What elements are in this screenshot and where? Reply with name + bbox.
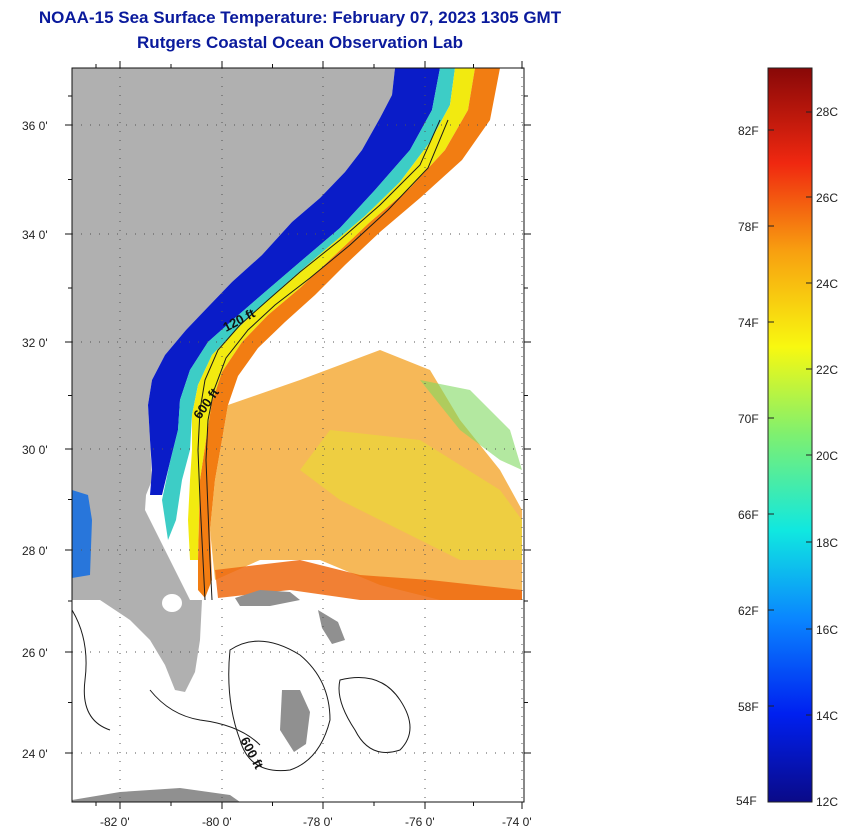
lat-label: 28 0'	[22, 544, 48, 558]
colorbar-gradient	[767, 67, 813, 803]
celsius-labels: 28C 26C 24C 22C 20C 18C 16C 14C 12C	[816, 105, 838, 809]
lat-label: 36 0'	[22, 119, 48, 133]
colorbar-c-label: 12C	[816, 795, 838, 809]
grand-bahama	[235, 590, 300, 606]
colorbar-f-label: 82F	[738, 124, 759, 138]
fahrenheit-labels: 82F 78F 74F 70F 66F 62F 58F 54F	[736, 124, 759, 808]
colorbar-f-label: 58F	[738, 700, 759, 714]
latitude-labels: 36 0' 34 0' 32 0' 30 0' 28 0' 26 0' 24 0…	[22, 119, 48, 761]
mid-band	[162, 68, 455, 540]
map-title: NOAA-15 Sea Surface Temperature: Februar…	[38, 8, 562, 27]
gulf-stream-core	[198, 68, 500, 598]
colorbar-c-label: 22C	[816, 363, 838, 377]
lat-label: 30 0'	[22, 443, 48, 457]
colorbar-c-label: 18C	[816, 536, 838, 550]
colorbar-f-label: 54F	[736, 794, 757, 808]
abaco-island	[318, 610, 345, 644]
contour-120ft	[197, 119, 441, 601]
lon-label: -82 0'	[100, 815, 130, 829]
longitude-labels: -82 0' -80 0' -78 0' -76 0' -74 0'	[100, 815, 532, 829]
colorbar-c-label: 24C	[816, 277, 838, 291]
axis-ticks	[65, 61, 531, 809]
sst-map: 120 ft 600 ft 600 ft 36 0' 34 0' 32 0' 3…	[22, 61, 532, 829]
colorbar-f-label: 78F	[738, 220, 759, 234]
bahamas-contour-east	[338, 677, 411, 753]
offshore-yellow-patch	[300, 430, 522, 560]
bright-orange-band	[215, 560, 522, 610]
contour-600ft	[205, 119, 449, 601]
lat-label: 32 0'	[22, 336, 48, 350]
florida-keys-contour	[149, 689, 261, 746]
lon-label: -76 0'	[405, 815, 435, 829]
colorbar-c-label: 20C	[816, 449, 838, 463]
andros-island	[280, 690, 310, 752]
colorbar-f-label: 66F	[738, 508, 759, 522]
lake-okeechobee	[162, 594, 182, 612]
map-frame	[71, 67, 525, 803]
lon-label: -80 0'	[202, 815, 232, 829]
gulf-data-patch	[72, 490, 92, 578]
colorbar-c-label: 16C	[816, 623, 838, 637]
offshore-green-streak	[420, 380, 522, 470]
colorbar-c-label: 14C	[816, 709, 838, 723]
land-mass	[72, 68, 395, 695]
colorbar-f-label: 74F	[738, 316, 759, 330]
colorbar-c-label: 28C	[816, 105, 838, 119]
lat-label: 26 0'	[22, 646, 48, 660]
gulf-contour	[72, 609, 111, 731]
colorbar-f-label: 70F	[738, 412, 759, 426]
colorbar-f-label: 62F	[738, 604, 759, 618]
bahamas-contour	[228, 640, 331, 772]
lat-label: 34 0'	[22, 228, 48, 242]
map-subtitle: Rutgers Coastal Ocean Observation Lab	[137, 33, 463, 52]
colorbar-c-label: 26C	[816, 191, 838, 205]
cuba-coast	[72, 788, 240, 802]
lon-label: -78 0'	[303, 815, 333, 829]
lon-label: -74 0'	[502, 815, 532, 829]
yellow-front	[188, 68, 475, 560]
lat-label: 24 0'	[22, 747, 48, 761]
cold-band	[148, 68, 440, 495]
